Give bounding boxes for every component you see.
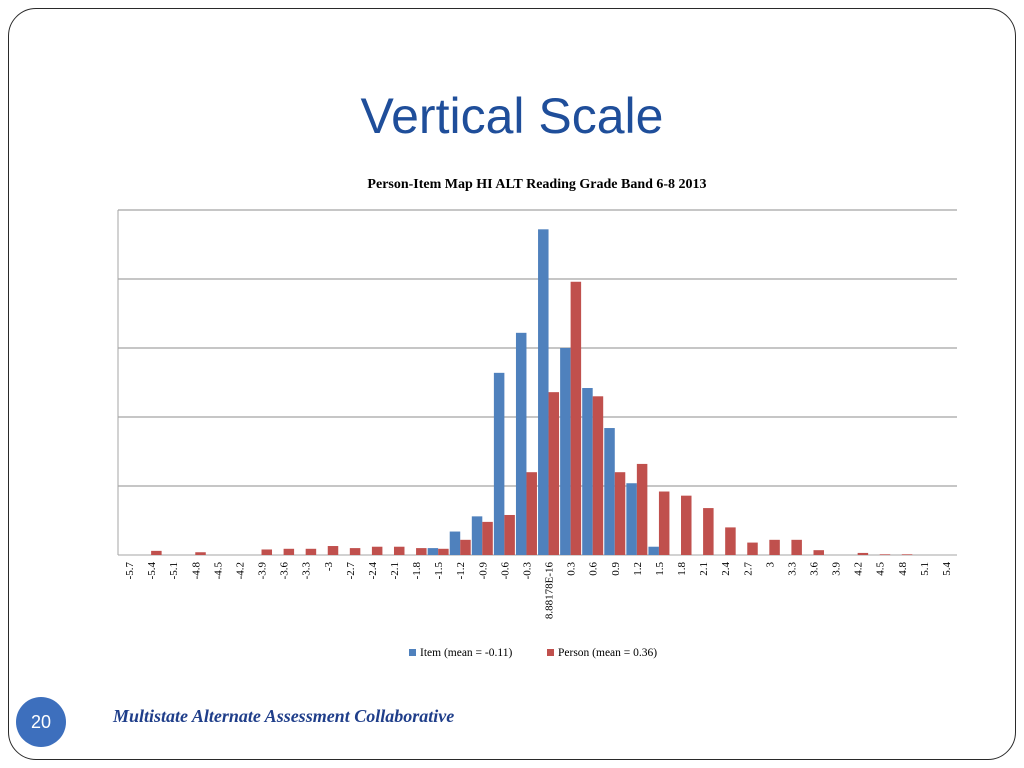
person-bar	[703, 508, 714, 555]
x-tick-label: 0.9	[610, 562, 622, 576]
item-bar	[515, 332, 527, 555]
x-tick-label: 1.2	[632, 562, 644, 576]
item-bar	[560, 348, 571, 555]
x-tick-label: -5.7	[124, 562, 136, 580]
x-tick-label: 3.9	[831, 562, 843, 576]
legend-swatch-person	[547, 649, 554, 656]
person-bar	[681, 495, 692, 555]
x-tick-label: -3	[323, 562, 335, 572]
slide-title: Vertical Scale	[360, 88, 664, 144]
person-bar	[901, 554, 913, 555]
person-bar	[570, 281, 582, 555]
x-tick-label: -2.4	[367, 562, 379, 580]
item-bar	[626, 483, 637, 555]
x-tick-label: 4.2	[853, 562, 865, 576]
x-tick-label: -2.1	[389, 562, 401, 579]
person-bar	[261, 549, 273, 555]
x-tick-label: 5.4	[941, 562, 953, 576]
legend-label-item: Item (mean = -0.11)	[420, 647, 512, 659]
x-tick-label: 3	[764, 562, 776, 568]
person-bar	[857, 552, 869, 555]
x-tick-label: 8.88178E-16	[544, 562, 556, 620]
person-bar	[879, 554, 891, 555]
x-tick-label: 2.4	[720, 562, 732, 576]
x-tick-label: -1.2	[455, 562, 467, 579]
page-number-badge: 20	[16, 697, 66, 747]
chart-bars	[151, 229, 913, 555]
organization-name: Multistate Alternate Assessment Collabor…	[113, 706, 455, 726]
item-bar	[648, 546, 659, 555]
x-tick-label: -3.3	[301, 562, 313, 580]
item-bar	[449, 531, 461, 555]
x-tick-labels: -5.7 -5.4 -5.1 -4.8 -4.5 -4.2 -3.9 -3.6 -3.3 -3 -2…	[124, 562, 953, 620]
x-tick-label: -0.6	[499, 562, 511, 580]
person-bar	[283, 548, 295, 555]
item-bar	[493, 372, 505, 555]
person-bar	[327, 546, 339, 555]
legend-swatch-item	[409, 649, 416, 656]
person-bar	[614, 472, 626, 555]
x-tick-label: -3.6	[279, 562, 291, 580]
x-tick-label: 5.1	[919, 562, 931, 576]
item-bar	[582, 388, 593, 555]
item-bar	[538, 229, 549, 555]
x-tick-label: 2.1	[698, 562, 710, 576]
x-tick-label: 4.5	[875, 562, 887, 576]
person-bar	[349, 548, 361, 555]
x-tick-label: -0.9	[477, 562, 489, 580]
x-tick-label: -5.1	[168, 562, 180, 579]
person-bar	[305, 548, 317, 555]
person-bar	[416, 548, 427, 555]
person-bar	[526, 472, 537, 555]
x-tick-label: -5.4	[146, 562, 158, 580]
person-bar	[725, 527, 736, 555]
person-bar	[504, 514, 515, 555]
x-tick-label: -4.8	[190, 562, 202, 580]
person-bar	[438, 548, 449, 555]
chart-legend: Item (mean = -0.11) Person (mean = 0.36)	[409, 647, 657, 659]
x-tick-label: 4.8	[897, 562, 909, 576]
x-tick-label: -0.3	[521, 562, 533, 580]
x-tick-label: 0.3	[566, 562, 578, 576]
person-bar	[548, 392, 560, 555]
person-bar	[371, 546, 383, 555]
person-bar	[636, 463, 648, 555]
person-bar	[592, 396, 604, 555]
slide-frame	[8, 8, 1016, 760]
x-tick-label: 3.6	[808, 562, 820, 576]
x-tick-label: -4.5	[212, 562, 224, 580]
person-bar	[151, 550, 162, 555]
legend-label-person: Person (mean = 0.36)	[558, 647, 657, 659]
chart-title: Person-Item Map HI ALT Reading Grade Ban…	[367, 177, 706, 192]
x-tick-label: 3.3	[786, 562, 798, 576]
person-bar	[393, 546, 405, 555]
x-tick-label: -2.7	[345, 562, 357, 580]
person-bar	[195, 552, 206, 555]
x-tick-label: -3.9	[257, 562, 269, 580]
chart-gridlines	[118, 209, 957, 556]
person-bar	[769, 539, 780, 555]
x-tick-label: 1.5	[654, 562, 666, 576]
x-tick-label: -1.5	[433, 562, 445, 580]
item-bar	[604, 428, 615, 555]
person-bar	[747, 542, 758, 555]
person-bar	[791, 539, 802, 555]
person-bar	[460, 539, 471, 555]
x-tick-label: 1.8	[676, 562, 688, 576]
person-bar	[482, 521, 493, 555]
x-tick-label: 0.6	[588, 562, 600, 576]
x-tick-label: 2.7	[742, 562, 754, 576]
person-bar	[813, 550, 824, 555]
person-bar	[658, 491, 670, 555]
x-tick-label: -4.2	[234, 562, 246, 579]
item-bar	[427, 548, 439, 555]
x-tick-label: -1.8	[411, 562, 423, 580]
item-bar	[471, 516, 483, 555]
